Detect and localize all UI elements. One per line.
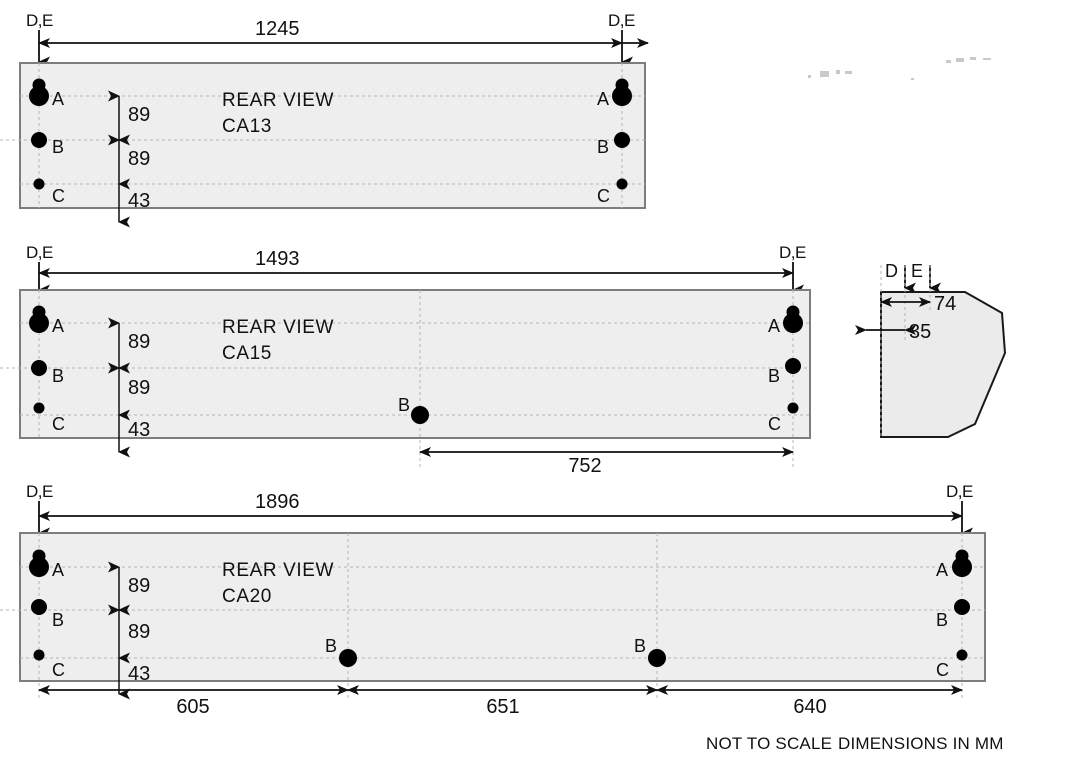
panel-ca20-model-label: CA20 bbox=[222, 586, 272, 607]
panel-ca20-left-point-c-marker bbox=[33, 649, 45, 661]
panel-ca15-left-point-c-marker bbox=[33, 402, 45, 414]
panel-ca13-de-left-label: D,E bbox=[26, 11, 53, 30]
panel-ca15-left-point-c-label: C bbox=[52, 414, 65, 434]
panel-ca20-mid-point-b1-label: B bbox=[325, 636, 337, 656]
panel-ca13-left-point-a-label: A bbox=[52, 89, 64, 109]
panel-ca13-right-point-c-label: C bbox=[597, 186, 610, 206]
footer-units-note: DIMENSIONS IN MM bbox=[838, 734, 1004, 753]
panel-ca13-left-point-b-label: B bbox=[52, 137, 64, 157]
panel-ca15-dim-b-c-value: 89 bbox=[128, 377, 150, 399]
panel-ca15-dim-a-b-value: 89 bbox=[128, 331, 150, 353]
panel-ca15-view-label: REAR VIEW bbox=[222, 317, 334, 338]
detail-view-dim-74-value: 74 bbox=[934, 293, 956, 315]
panel-ca20-overall-dim-value: 1896 bbox=[255, 491, 300, 513]
panel-ca13-body bbox=[19, 62, 646, 209]
panel-ca15-mid-point-b-marker bbox=[411, 406, 429, 424]
panel-ca13-right-point-a-label: A bbox=[597, 89, 609, 109]
panel-ca20-left-point-b-label: B bbox=[52, 610, 64, 630]
panel-ca20-dim-b-c-value: 89 bbox=[128, 621, 150, 643]
panel-ca15-left-point-b-marker bbox=[31, 360, 47, 376]
panel-ca13-left-point-b-marker bbox=[31, 132, 47, 148]
panel-ca15: D,E D,E 1493 A B C A B C B 89 89 43 bbox=[0, 243, 811, 477]
panel-ca20-left-point-c-label: C bbox=[52, 660, 65, 680]
detail-view-label-e: E bbox=[911, 261, 923, 281]
panel-ca13-right-point-b-label: B bbox=[597, 137, 609, 157]
panel-ca20-right-point-b-marker bbox=[954, 599, 970, 615]
panel-ca20-mid-point-b2-label: B bbox=[634, 636, 646, 656]
panel-ca20-mid-point-b2-marker bbox=[648, 649, 666, 667]
panel-ca20-body bbox=[19, 532, 986, 682]
panel-ca20-right-point-a-label: A bbox=[936, 560, 948, 580]
panel-ca20-right-point-b-label: B bbox=[936, 610, 948, 630]
panel-ca15-left-point-b-label: B bbox=[52, 366, 64, 386]
panel-ca20-de-right-label: D,E bbox=[946, 482, 973, 501]
panel-ca15-de-right-label: D,E bbox=[779, 243, 806, 262]
panel-ca20-left-point-b-marker bbox=[31, 599, 47, 615]
panel-ca13: D,E D,E 1245 A B C A B C 89 89 bbox=[0, 11, 649, 228]
panel-ca20-mid-point-b1-marker bbox=[339, 649, 357, 667]
panel-ca20-bottom-dim-2-value: 651 bbox=[486, 696, 519, 718]
panel-ca13-overall-dim-value: 1245 bbox=[255, 18, 300, 40]
panel-ca13-left-point-c-label: C bbox=[52, 186, 65, 206]
panel-ca15-right-point-b-marker bbox=[785, 358, 801, 374]
panel-ca13-dim-c-bottom-value: 43 bbox=[128, 190, 150, 212]
detail-view-section-profile: D E 74 35 bbox=[855, 261, 1007, 438]
scan-artifact bbox=[808, 57, 991, 80]
panel-ca15-right-point-a-label: A bbox=[768, 316, 780, 336]
panel-ca13-right-point-b-marker bbox=[614, 132, 630, 148]
footer-scale-note: NOT TO SCALE bbox=[706, 734, 832, 753]
detail-view-label-d: D bbox=[885, 261, 898, 281]
panel-ca13-model-label: CA13 bbox=[222, 116, 272, 137]
panel-ca15-right-point-b-label: B bbox=[768, 366, 780, 386]
panel-ca15-mid-point-b-label: B bbox=[398, 395, 410, 415]
detail-view-dim-35-value: 35 bbox=[909, 321, 931, 343]
panel-ca20-view-label: REAR VIEW bbox=[222, 560, 334, 581]
panel-ca20-right-point-c-marker bbox=[956, 649, 968, 661]
panel-ca15-overall-dim-value: 1493 bbox=[255, 248, 300, 270]
panel-ca13-de-right-label: D,E bbox=[608, 11, 635, 30]
panel-ca15-right-point-c-label: C bbox=[768, 414, 781, 434]
panel-ca20-dim-a-b-value: 89 bbox=[128, 575, 150, 597]
panel-ca20-left-point-a-label: A bbox=[52, 560, 64, 580]
panel-ca20-right-point-c-label: C bbox=[936, 660, 949, 680]
panel-ca13-right-point-c-marker bbox=[616, 178, 628, 190]
panel-ca20-de-left-label: D,E bbox=[26, 482, 53, 501]
panel-ca15-model-label: CA15 bbox=[222, 343, 272, 364]
panel-ca15-right-point-c-marker bbox=[787, 402, 799, 414]
panel-ca20-dim-c-bottom-value: 43 bbox=[128, 663, 150, 685]
panel-ca13-dim-a-b-value: 89 bbox=[128, 104, 150, 126]
panel-ca20: D,E D,E 1896 A B C A B C B B 89 89 bbox=[0, 482, 986, 718]
panel-ca15-de-left-label: D,E bbox=[26, 243, 53, 262]
panel-ca13-view-label: REAR VIEW bbox=[222, 90, 334, 111]
panel-ca13-left-point-c-marker bbox=[33, 178, 45, 190]
panel-ca15-dim-c-bottom-value: 43 bbox=[128, 419, 150, 441]
panel-ca13-dim-b-c-value: 89 bbox=[128, 148, 150, 170]
panel-ca15-left-point-a-label: A bbox=[52, 316, 64, 336]
panel-ca20-bottom-dim-1-value: 605 bbox=[176, 696, 209, 718]
panel-ca20-bottom-dim-3-value: 640 bbox=[793, 696, 826, 718]
panel-ca15-bottom-dim-value: 752 bbox=[568, 455, 601, 477]
footer-notes: NOT TO SCALE DIMENSIONS IN MM bbox=[706, 734, 1004, 753]
